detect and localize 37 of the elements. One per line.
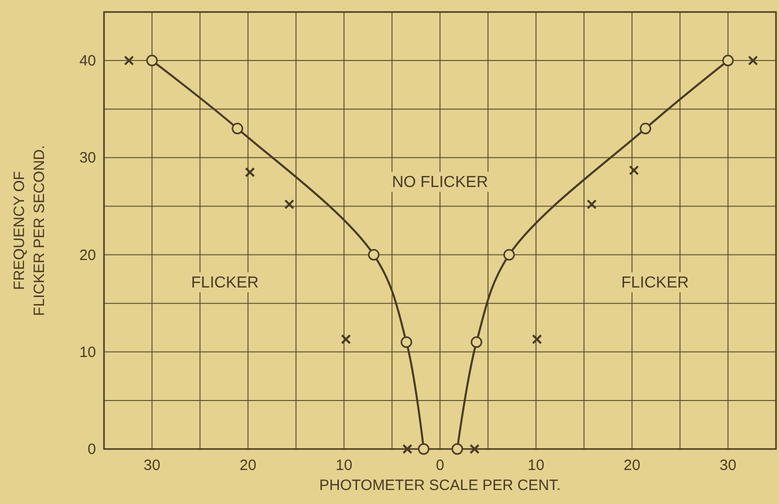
x-tick-label: 20 [240,457,256,474]
x-tick-label: 30 [720,457,736,474]
y-tick-label: 10 [79,344,96,361]
point [532,334,542,344]
point [748,56,758,66]
point [628,165,639,176]
point [586,199,597,210]
y-tick-label: 0 [88,441,96,458]
point [503,249,515,261]
y-tick-label: 40 [79,52,96,70]
point [368,249,380,261]
point [244,167,255,178]
x-tick-label: 30 [144,457,160,474]
point [340,334,351,344]
x-tick-label: 10 [528,457,544,474]
point [146,54,158,66]
annotation: FLICKER [191,274,259,292]
x-axis-title: PHOTOMETER SCALE PER CENT. [319,477,561,494]
annotation: NO FLICKER [392,174,488,191]
point [400,336,412,348]
point [470,336,482,348]
point [452,443,464,455]
x-tick-label: 10 [336,457,352,474]
point [470,444,480,454]
annotation: FLICKER [621,274,689,292]
point [418,443,430,455]
y-axis-title: FREQUENCY OF FLICKER PER SECOND. [11,145,48,316]
x-tick-label: 0 [436,457,444,474]
point [722,54,734,66]
point [640,122,652,134]
y-tick-label: 20 [79,246,96,264]
point [124,56,134,66]
point [402,444,412,454]
point [284,199,294,210]
point [232,122,244,134]
y-tick-label: 30 [79,150,96,167]
x-tick-label: 20 [624,457,640,474]
